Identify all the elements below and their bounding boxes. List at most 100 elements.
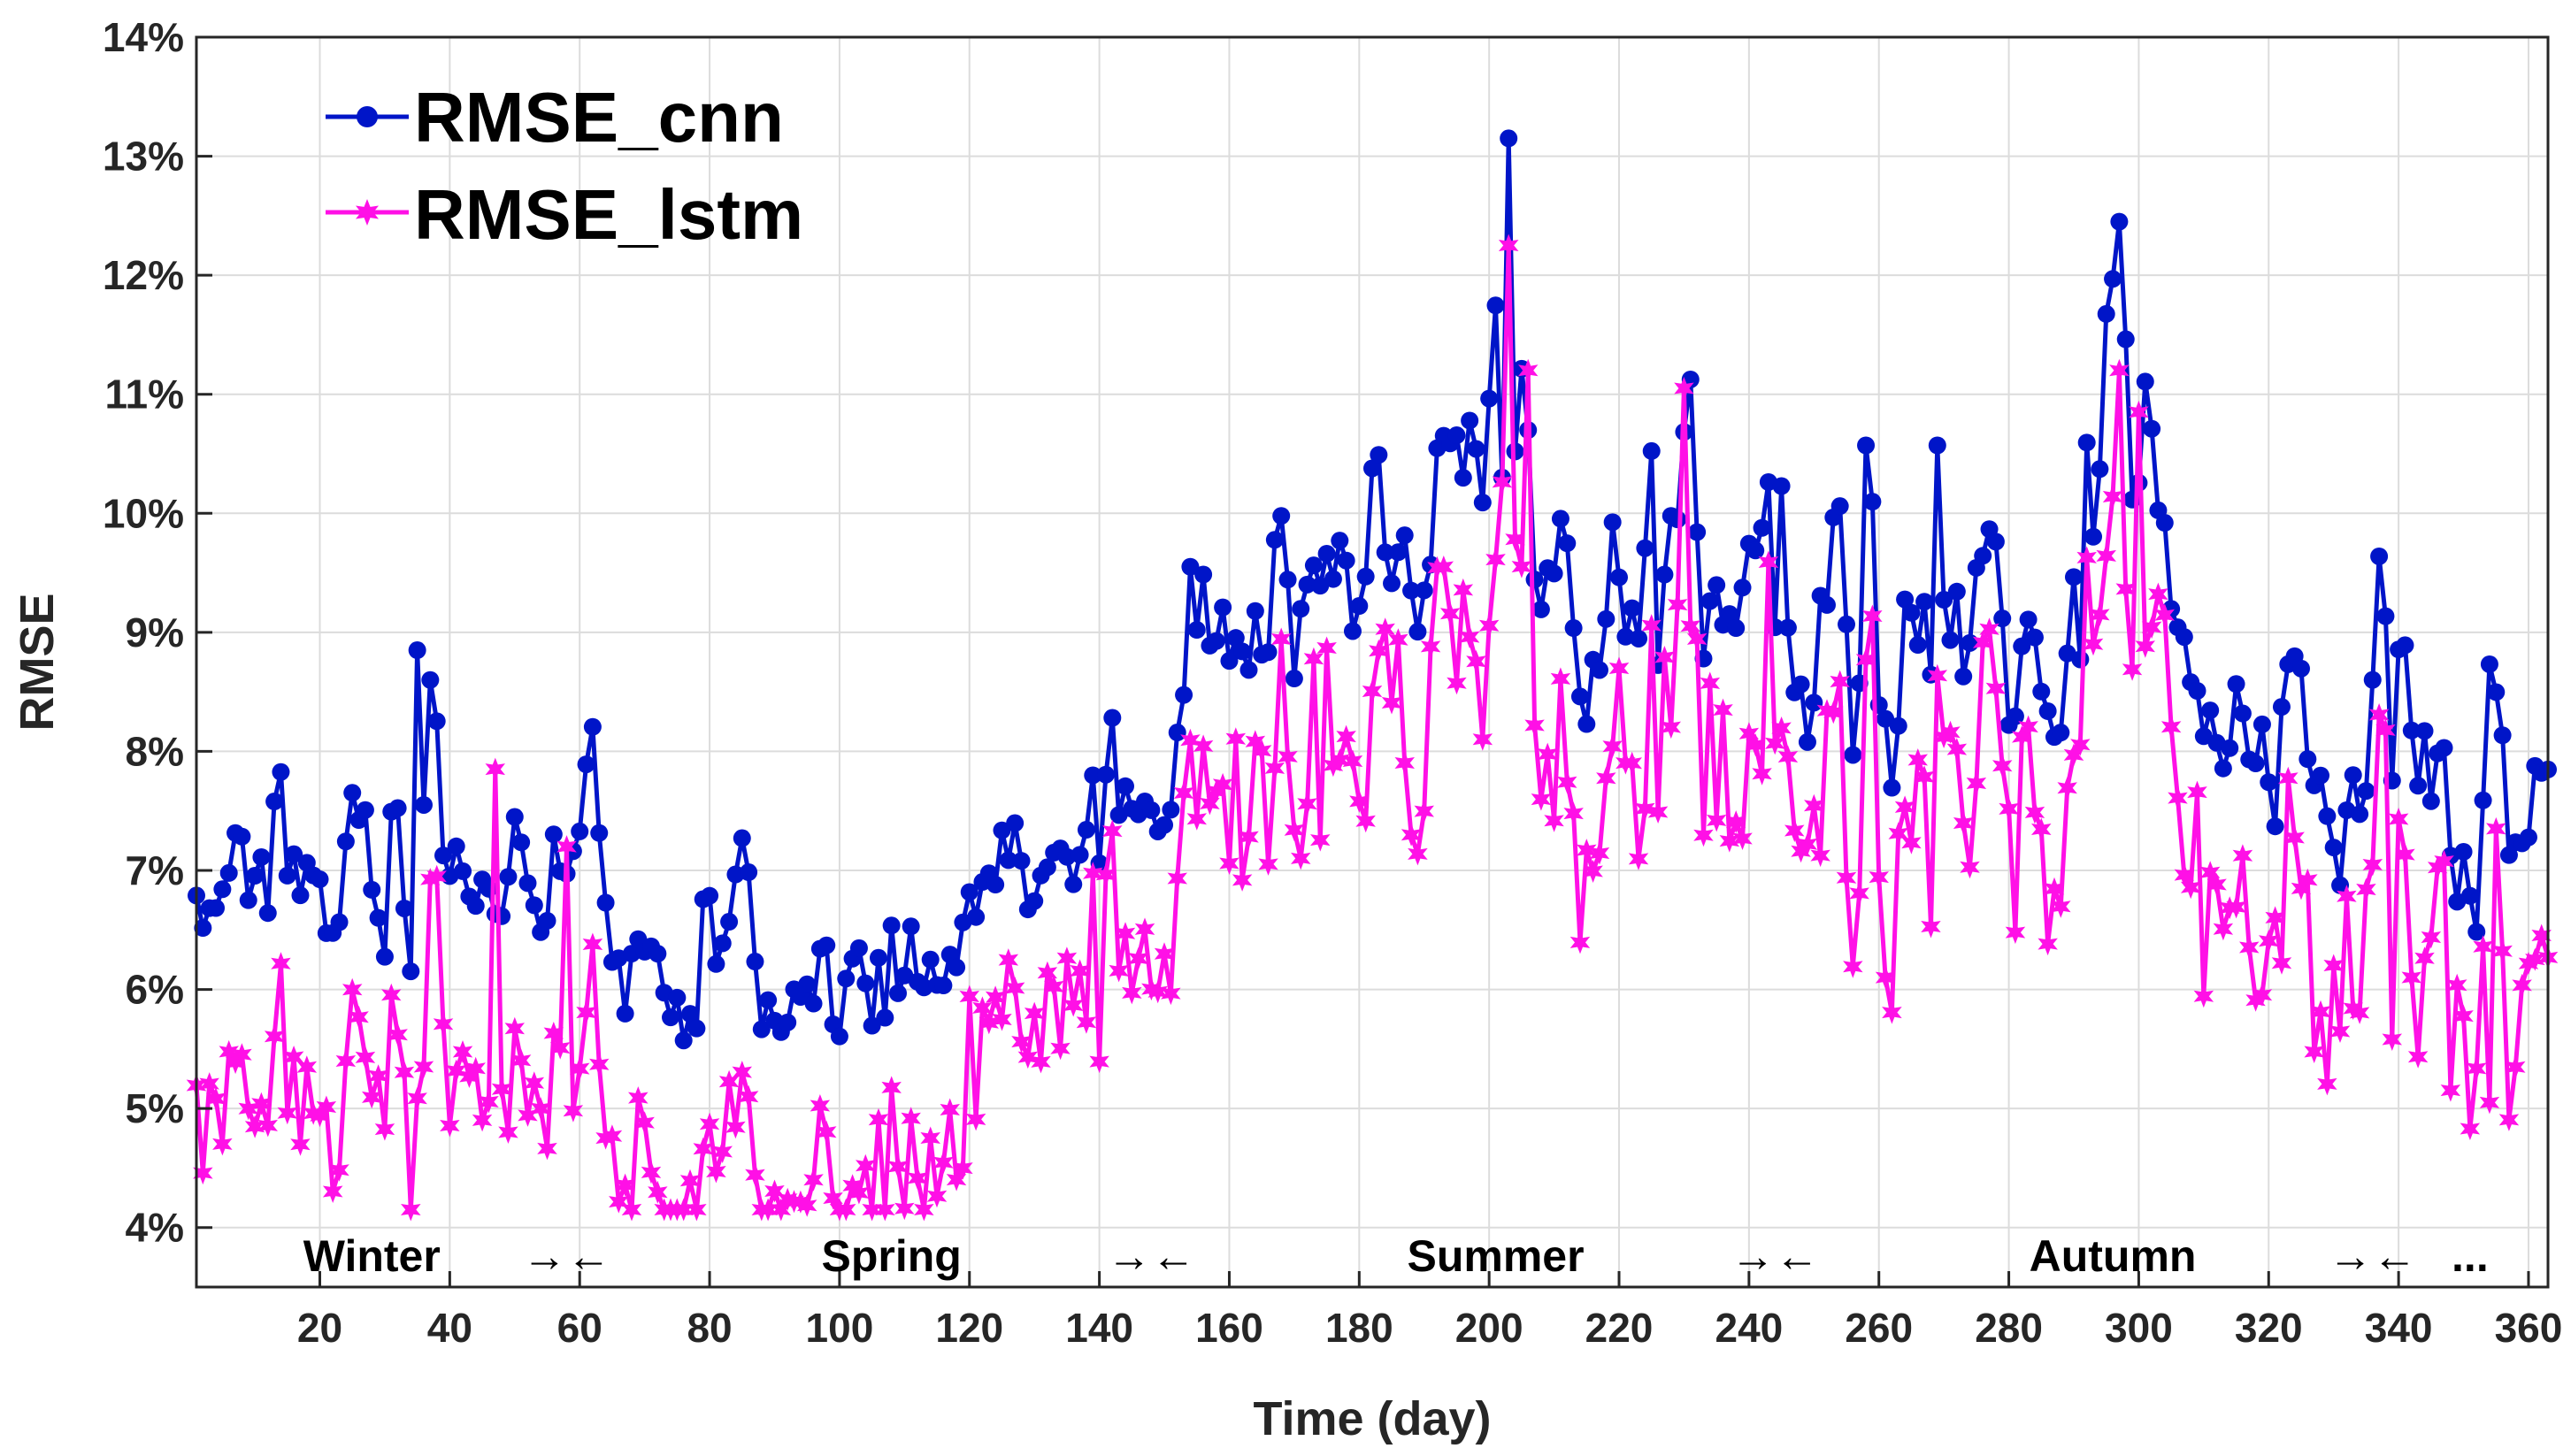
cnn-point <box>1331 532 1349 550</box>
lstm-point <box>2278 766 2299 790</box>
cnn-point <box>2357 782 2375 801</box>
lstm-point <box>426 864 447 888</box>
lstm-point <box>1628 847 1649 870</box>
cnn-point <box>1025 892 1044 910</box>
y-tick-label: 4% <box>126 1205 184 1251</box>
cnn-point <box>902 917 920 936</box>
lstm-point <box>556 835 577 859</box>
cnn-point <box>1655 565 1674 584</box>
lstm-point <box>485 757 505 781</box>
lstm-point <box>856 1153 876 1177</box>
season-boundary-arrows: →← <box>2329 1231 2417 1281</box>
y-tick-label: 14% <box>103 14 184 60</box>
lstm-point <box>1381 691 1402 715</box>
lstm-point <box>1485 548 1506 571</box>
x-tick-label: 320 <box>2235 1305 2303 1351</box>
lstm-point <box>2265 906 2285 930</box>
cnn-point <box>817 936 836 954</box>
cnn-point <box>1590 661 1608 679</box>
lstm-point <box>926 1184 948 1208</box>
cnn-point <box>2260 773 2278 792</box>
cnn-point <box>1908 636 1927 655</box>
lstm-point <box>2187 780 2207 804</box>
cnn-point <box>1636 539 1654 557</box>
lstm-point <box>1725 810 1746 834</box>
cnn-point <box>1057 847 1076 866</box>
lstm-point <box>1797 832 1818 856</box>
lstm-point <box>1557 770 1577 794</box>
cnn-point <box>518 874 537 893</box>
cnn-point <box>746 953 764 971</box>
lstm-point <box>965 1107 986 1131</box>
cnn-point <box>1896 590 1915 609</box>
lstm-point <box>1258 852 1278 876</box>
lstm-point <box>745 1163 765 1187</box>
lstm-point <box>238 1097 258 1121</box>
lstm-point <box>1999 797 2019 821</box>
cnn-point <box>1935 591 1953 609</box>
lstm-point <box>1992 754 2013 778</box>
lstm-point <box>2407 1045 2429 1069</box>
lstm-point <box>2005 921 2026 945</box>
cnn-point <box>330 913 349 931</box>
lstm-point <box>518 1103 538 1127</box>
lstm-point <box>1031 1050 1051 1074</box>
lstm-point <box>2226 895 2246 919</box>
cnn-point <box>213 880 232 899</box>
cnn-point <box>1570 687 1589 706</box>
lstm-point <box>2310 1000 2331 1023</box>
cnn-point <box>1168 724 1186 742</box>
lstm-point <box>296 1055 318 1079</box>
lstm-point <box>887 1154 909 1178</box>
lstm-point <box>992 1008 1012 1031</box>
cnn-point <box>960 883 979 901</box>
lstm-point <box>810 1094 831 1117</box>
lstm-point <box>817 1120 837 1144</box>
lstm-point <box>2115 577 2136 601</box>
lstm-point <box>322 1180 343 1203</box>
lstm-point <box>1167 867 1187 890</box>
lstm-point <box>693 1137 713 1161</box>
cnn-point <box>713 934 732 953</box>
lstm-point <box>868 1107 889 1131</box>
lstm-point <box>1771 717 1792 739</box>
cnn-point <box>1324 570 1342 588</box>
cnn-point <box>2474 791 2492 809</box>
lstm-point <box>310 1104 330 1128</box>
cnn-point <box>590 824 609 842</box>
cnn-point <box>701 886 719 905</box>
lstm-point <box>648 1180 668 1204</box>
cnn-point <box>1616 627 1635 646</box>
season-label: Summer <box>1407 1231 1584 1281</box>
lstm-point <box>504 1016 525 1040</box>
cnn-point <box>830 1027 848 1046</box>
lstm-point <box>1843 954 1863 978</box>
lstm-point <box>732 1061 752 1084</box>
lstm-point <box>2051 894 2071 918</box>
lstm-point <box>342 977 363 1001</box>
lstm-point <box>875 1198 895 1222</box>
lstm-point <box>901 1107 921 1130</box>
lstm-point <box>1791 839 1811 863</box>
lstm-point <box>998 948 1019 972</box>
lstm-point <box>394 1061 415 1084</box>
cnn-point <box>2480 655 2498 673</box>
cnn-point <box>2201 701 2220 720</box>
cnn-point <box>2155 514 2174 533</box>
lstm-point <box>1746 733 1766 757</box>
cnn-point <box>1402 581 1421 600</box>
lstm-point <box>1966 771 1987 795</box>
lstm-point <box>1927 663 1948 687</box>
cnn-point <box>2519 828 2537 847</box>
lstm-point <box>1394 751 1415 775</box>
lstm-point <box>829 1198 850 1222</box>
lstm-point <box>1427 556 1447 579</box>
lstm-point <box>2141 616 2162 640</box>
lstm-point <box>1011 1030 1032 1054</box>
lstm-point <box>2232 844 2253 868</box>
lstm-point <box>2375 718 2396 742</box>
lstm-point <box>199 1072 219 1096</box>
cnn-point <box>499 868 518 886</box>
cnn-point <box>1142 801 1161 819</box>
lstm-point <box>985 985 1006 1009</box>
